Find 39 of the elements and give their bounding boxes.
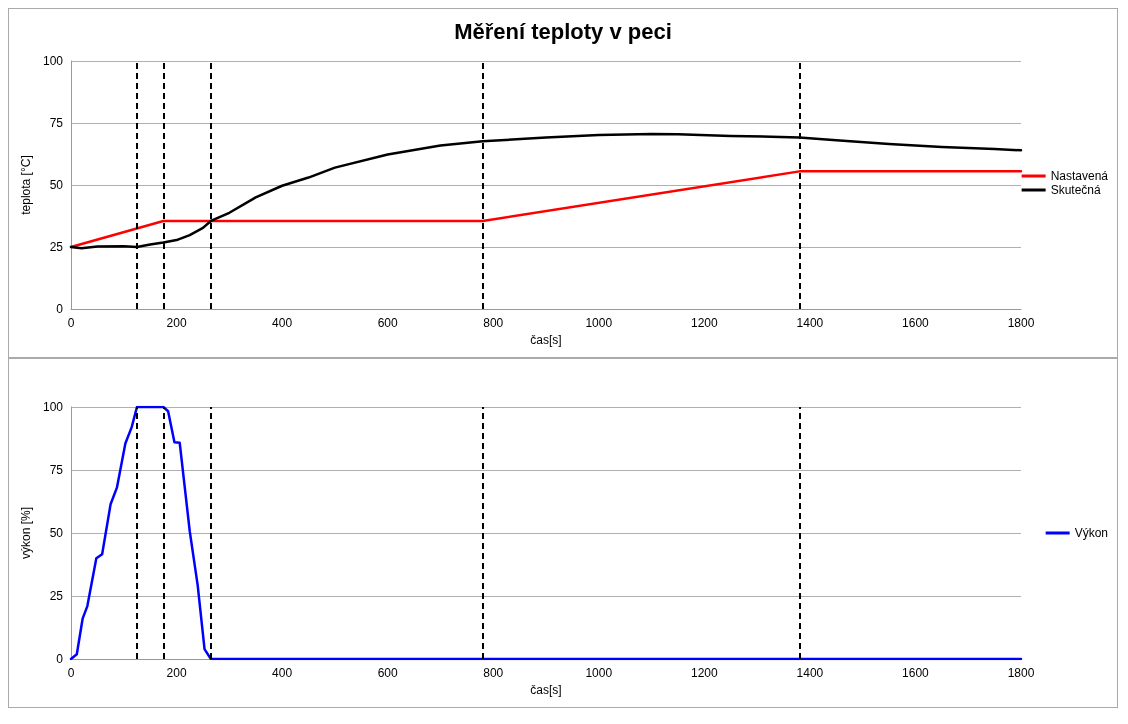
x-tick-label: 1800 — [1007, 666, 1035, 680]
y-tick-label: 75 — [49, 116, 64, 130]
y-tick-label: 25 — [49, 589, 64, 603]
y-axis-title: výkon [%] — [19, 506, 34, 560]
x-tick-label: 1400 — [796, 316, 824, 330]
x-tick-label: 600 — [377, 316, 398, 330]
x-tick-label: 0 — [67, 666, 75, 680]
x-tick-label: 1800 — [1007, 316, 1035, 330]
x-tick-label: 1600 — [902, 316, 930, 330]
x-tick-label: 1400 — [796, 666, 824, 680]
x-tick-label: 600 — [377, 666, 398, 680]
y-tick-label: 0 — [56, 302, 64, 316]
y-axis-title: teplota [°C] — [19, 155, 34, 215]
x-tick-label: 800 — [483, 316, 504, 330]
x-tick-label: 400 — [272, 666, 293, 680]
chart-title: Měření teploty v peci — [454, 18, 672, 44]
legend-label: Nastavená — [1050, 169, 1109, 183]
x-axis-title: čas[s] — [530, 332, 562, 347]
x-tick-label: 1000 — [585, 316, 613, 330]
line-series — [69, 405, 1023, 661]
y-tick-label: 0 — [56, 652, 64, 666]
x-tick-label: 800 — [483, 666, 504, 680]
x-tick-label: 1000 — [585, 666, 613, 680]
x-axis-title: čas[s] — [530, 682, 562, 697]
x-tick-label: 1200 — [690, 316, 718, 330]
y-tick-label: 100 — [42, 54, 64, 68]
y-tick-label: 100 — [42, 400, 64, 414]
y-tick-label: 50 — [49, 178, 64, 192]
x-tick-label: 0 — [67, 316, 75, 330]
y-tick-label: 50 — [49, 526, 64, 540]
x-tick-label: 1200 — [690, 666, 718, 680]
y-tick-label: 25 — [49, 240, 64, 254]
y-tick-label: 75 — [49, 463, 64, 477]
x-tick-label: 400 — [272, 316, 293, 330]
legend-label: Výkon — [1074, 526, 1109, 540]
legend-label: Skutečná — [1050, 183, 1101, 197]
x-tick-label: 200 — [166, 666, 187, 680]
x-tick-label: 200 — [166, 316, 187, 330]
x-tick-label: 1600 — [902, 666, 930, 680]
